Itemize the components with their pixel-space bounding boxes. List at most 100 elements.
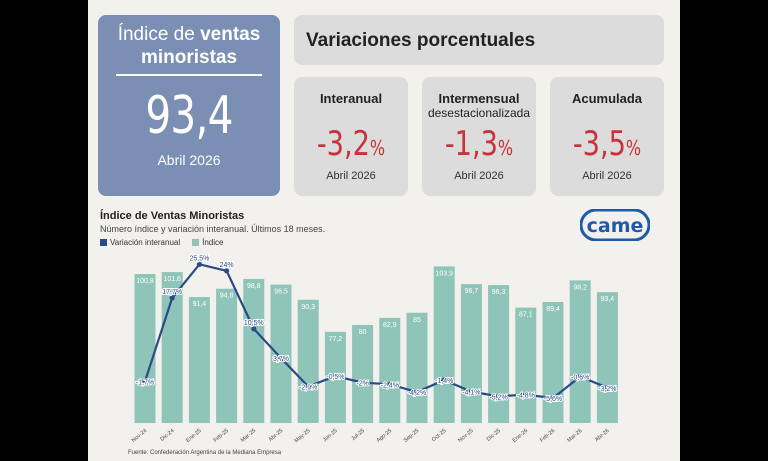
- yoy-point: [577, 373, 583, 380]
- bar-label: 80: [359, 329, 367, 336]
- index-title: Índice de ventas minoristas: [98, 23, 280, 69]
- bar: [406, 312, 428, 423]
- yoy-label: 25,5%: [189, 255, 209, 262]
- x-tick-label: Ene-25: [185, 428, 202, 444]
- title-divider: [116, 74, 262, 76]
- bar-label: 96,3: [492, 289, 506, 296]
- retail-sales-chart: 100,8 Nov-24 101,6 Dic-24 91,4 Ene-25 94,8 Feb-…: [131, 254, 618, 444]
- bar-label: 82,9: [383, 322, 397, 329]
- came-logo: came: [580, 209, 650, 241]
- x-tick-label: Abr-26: [594, 428, 611, 443]
- yoy-point: [550, 395, 556, 401]
- x-tick-label: Ago-25: [376, 428, 393, 444]
- legend-item-bar: Índice: [192, 238, 223, 247]
- card-date: Abril 2026: [454, 170, 504, 182]
- bar: [433, 266, 455, 423]
- yoy-label: 17,7%: [162, 289, 182, 296]
- bar: [134, 274, 156, 423]
- x-tick-label: Oct-25: [431, 428, 448, 443]
- infographic-page: Índice de ventas minoristas 93,4 Abril 2…: [88, 0, 680, 461]
- x-tick-label: Mar-25: [240, 428, 257, 444]
- yoy-point: [196, 261, 202, 267]
- bar-label: 94,8: [220, 293, 234, 300]
- card-value-number: -1,3: [444, 124, 498, 164]
- bar-label: 85: [413, 317, 421, 324]
- x-tick-label: Jun-25: [322, 428, 339, 443]
- bar-label: 100,8: [136, 278, 154, 285]
- bar: [161, 272, 183, 423]
- legend-swatch-line: [100, 239, 107, 246]
- yoy-point: [142, 378, 148, 384]
- bar: [542, 301, 564, 423]
- card-value-number: -3,5: [572, 124, 626, 164]
- yoy-label: -5,6%: [544, 396, 562, 403]
- card-date: Abril 2026: [582, 170, 632, 182]
- bar: [569, 280, 591, 423]
- legend-label-bar: Índice: [202, 238, 224, 247]
- yoy-point: [441, 377, 447, 383]
- card-value-unit: %: [625, 136, 642, 160]
- bar-label: 87,1: [519, 312, 533, 319]
- x-tick-label: May-25: [294, 428, 312, 444]
- yoy-point: [305, 383, 311, 390]
- yoy-point: [496, 393, 502, 399]
- bar-label: 77,2: [329, 336, 343, 343]
- x-tick-label: Feb-26: [539, 428, 556, 444]
- bar: [488, 285, 510, 423]
- card-value-unit: %: [369, 136, 386, 160]
- yoy-point: [468, 389, 474, 395]
- chart-legend: Variación interanual Índice: [100, 238, 223, 247]
- yoy-point: [360, 380, 366, 386]
- bar: [216, 288, 238, 423]
- yoy-point: [332, 373, 338, 379]
- yoy-label: 10,5%: [244, 320, 264, 327]
- bar: [379, 317, 401, 423]
- x-tick-label: Abr-25: [268, 428, 285, 443]
- x-tick-label: Feb-25: [213, 428, 230, 444]
- card-label: Intermensual desestacionalizada: [422, 92, 536, 122]
- bar: [188, 297, 210, 423]
- yoy-point: [224, 268, 230, 274]
- bar: [460, 284, 482, 423]
- yoy-label: -1,7%: [136, 379, 154, 386]
- variation-card-acumulada: Acumulada -3,5% Abril 2026: [550, 77, 664, 196]
- yoy-point: [169, 295, 175, 301]
- chart-subtitle: Número índice y variación interanual. Úl…: [100, 224, 326, 234]
- chart-title: Índice de Ventas Minoristas: [100, 210, 245, 222]
- bar-label: 89,4: [546, 306, 560, 313]
- bar: [243, 278, 265, 423]
- yoy-label: -0,6%: [571, 375, 589, 382]
- variation-card-interanual: Interanual -3,2% Abril 2026: [294, 77, 408, 196]
- bar-label: 103,9: [435, 270, 453, 277]
- yoy-label: -4,1%: [462, 390, 480, 397]
- variations-header: Variaciones porcentuales: [294, 15, 664, 65]
- card-date: Abril 2026: [326, 170, 376, 182]
- bar: [270, 284, 292, 423]
- yoy-point: [604, 385, 611, 391]
- bar-label: 91,4: [193, 301, 207, 308]
- card-label-text: Intermensual: [438, 91, 520, 106]
- yoy-label: 24%: [220, 262, 234, 269]
- card-value-number: -3,2: [316, 124, 370, 164]
- card-sublabel: desestacionalizada: [427, 106, 531, 120]
- variation-card-intermensual: Intermensual desestacionalizada -1,3% Abr…: [422, 77, 536, 196]
- yoy-label: -4,2%: [408, 390, 426, 397]
- bar-label: 96,7: [465, 288, 479, 295]
- yoy-point: [523, 392, 529, 398]
- x-tick-label: Jul-25: [351, 428, 366, 442]
- legend-item-line: Variación interanual: [100, 238, 180, 247]
- x-tick-label: Ene-26: [512, 428, 529, 444]
- variations-title: Variaciones porcentuales: [306, 30, 536, 51]
- bar: [352, 325, 374, 423]
- x-tick-label: Dic-24: [159, 428, 175, 443]
- x-tick-label: Nov-25: [457, 428, 474, 444]
- bar-label: 101,6: [163, 276, 181, 283]
- bar: [596, 292, 618, 423]
- card-label: Interanual: [294, 92, 408, 122]
- card-value-unit: %: [497, 136, 514, 160]
- yoy-label: -2,9%: [299, 384, 317, 391]
- source-note: Fuente: Confederación Argentina de la Me…: [128, 450, 282, 456]
- logo-ring: [580, 209, 650, 241]
- card-value: -1,3%: [433, 124, 524, 164]
- bar-label: 90,3: [301, 304, 315, 311]
